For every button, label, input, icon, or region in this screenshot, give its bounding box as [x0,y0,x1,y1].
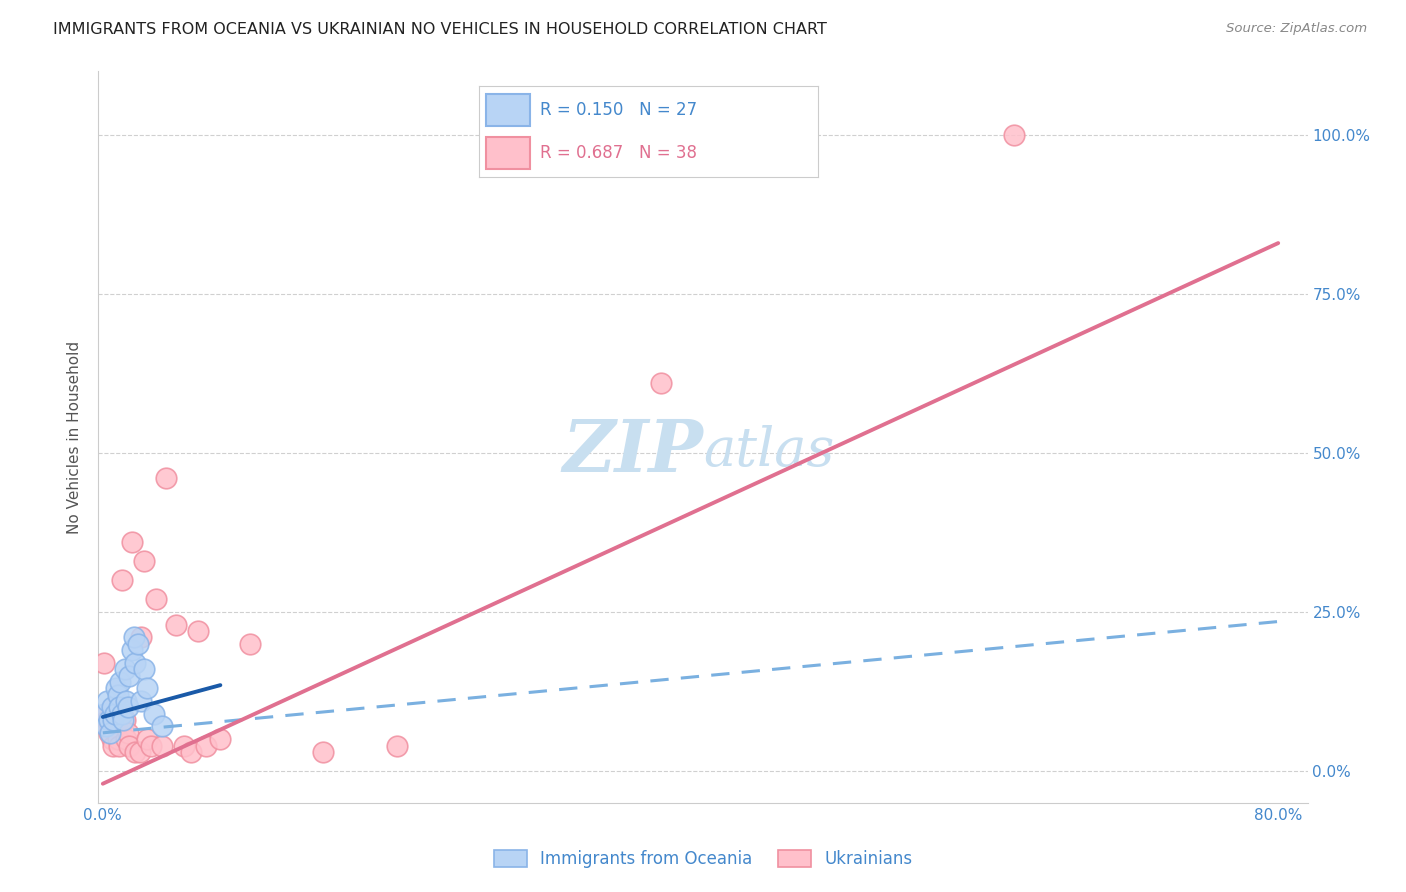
Text: IMMIGRANTS FROM OCEANIA VS UKRAINIAN NO VEHICLES IN HOUSEHOLD CORRELATION CHART: IMMIGRANTS FROM OCEANIA VS UKRAINIAN NO … [53,22,827,37]
Point [115,732,138,747]
Point [94,706,117,721]
Point [312,745,335,759]
Point [141,739,163,753]
Point [103,706,125,721]
Point [135,732,157,747]
Point [135,681,157,696]
Point [97,726,120,740]
Point [97,713,120,727]
Point [94,719,117,733]
Point [117,726,139,740]
Point [132,662,155,676]
Point [105,719,128,733]
Point [100,700,122,714]
Point [121,643,143,657]
Point [108,700,131,714]
Point [122,631,145,645]
Point [96,694,118,708]
Point [124,745,146,759]
Point [143,706,166,721]
Point [194,739,217,753]
Point [101,739,124,753]
Point [173,739,195,753]
Point [150,719,173,733]
Legend: Immigrants from Oceania, Ukrainians: Immigrants from Oceania, Ukrainians [486,843,920,875]
Point [93,656,115,670]
Point [650,376,672,390]
Point [127,637,149,651]
Point [103,700,125,714]
Y-axis label: No Vehicles in Household: No Vehicles in Household [67,341,83,533]
Point [100,732,122,747]
Point [121,535,143,549]
Point [129,631,152,645]
Point [114,662,136,676]
Point [111,573,134,587]
Point [111,706,134,721]
Point [180,745,202,759]
Point [128,745,150,759]
Point [187,624,209,638]
Point [110,706,132,721]
Point [132,554,155,568]
Point [150,739,173,753]
Point [155,471,177,485]
Point [118,668,141,682]
Text: ZIP: ZIP [562,417,703,487]
Point [107,688,129,702]
Point [115,694,138,708]
Point [98,719,121,733]
Text: Source: ZipAtlas.com: Source: ZipAtlas.com [1226,22,1367,36]
Point [165,617,187,632]
Point [124,656,146,670]
Point [129,694,152,708]
Point [239,637,262,651]
Point [110,675,132,690]
Point [96,713,118,727]
Point [101,713,124,727]
Point [145,592,167,607]
Point [117,700,139,714]
Point [98,726,121,740]
Point [105,681,128,696]
Point [385,739,408,753]
Point [108,739,131,753]
Point [118,739,141,753]
Point [93,706,115,721]
Point [209,732,232,747]
Point [107,732,129,747]
Point [1002,128,1025,142]
Text: atlas: atlas [703,425,834,478]
Point [112,713,135,727]
Point [114,713,136,727]
